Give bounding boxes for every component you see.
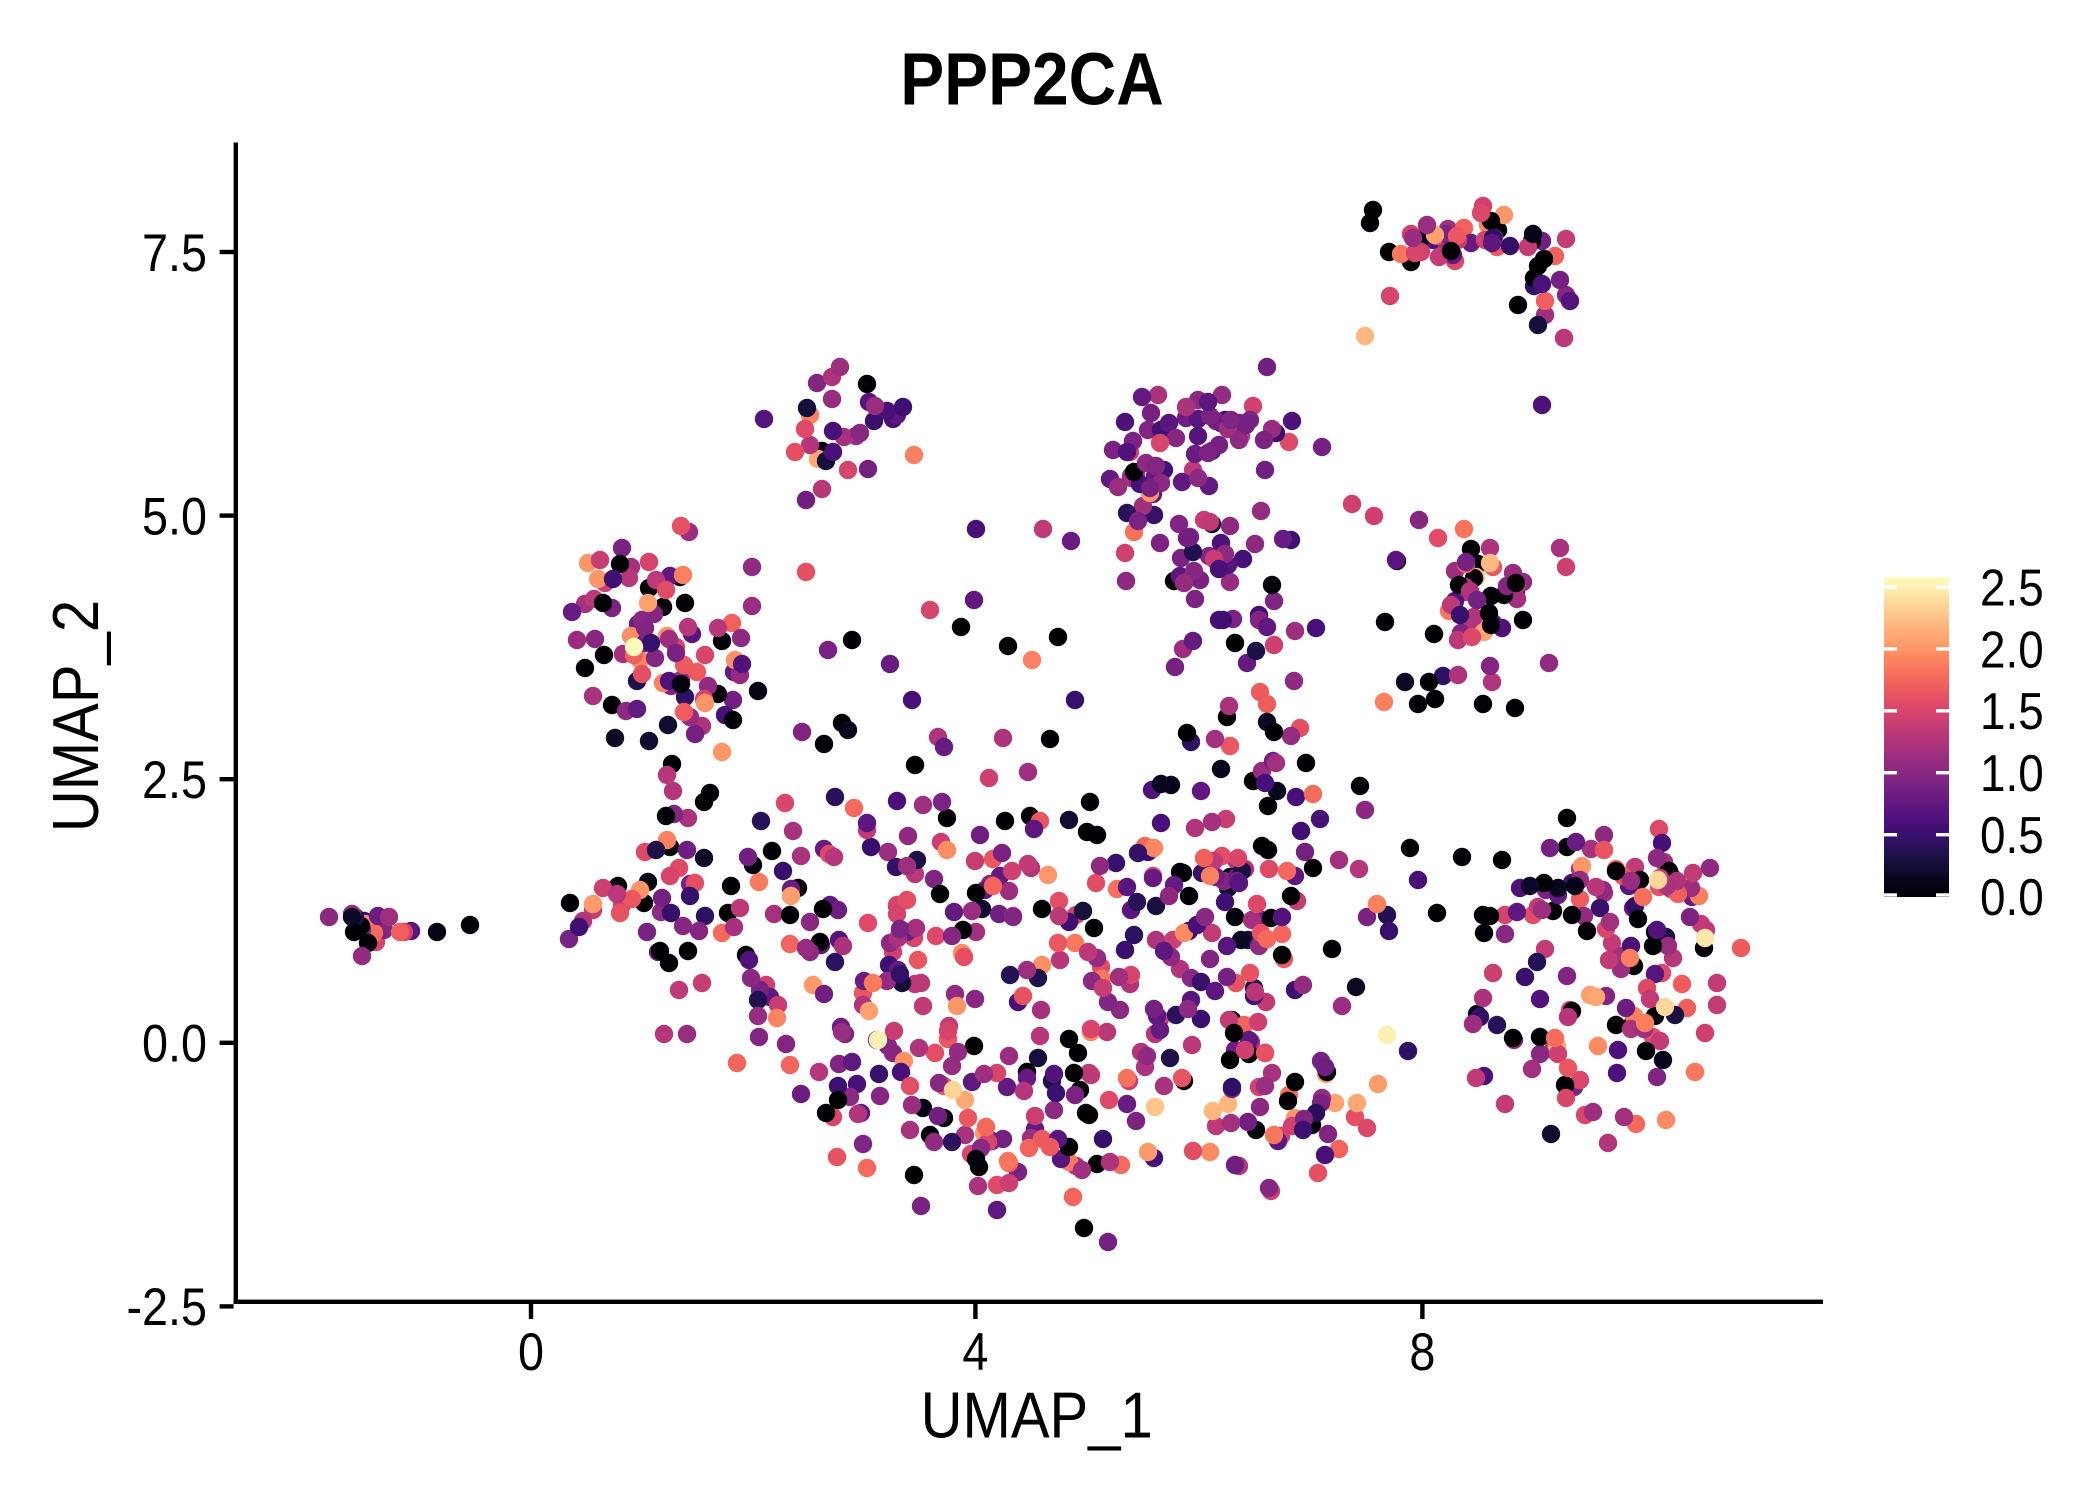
svg-text:1.5: 1.5 [1980,684,2044,741]
svg-text:0.0: 0.0 [1980,870,2044,927]
svg-text:8: 8 [1409,1322,1435,1381]
svg-text:1.0: 1.0 [1980,746,2044,803]
svg-text:0.0: 0.0 [142,1014,207,1073]
svg-text:2.5: 2.5 [1980,560,2044,617]
svg-text:4: 4 [962,1322,988,1381]
svg-text:5.0: 5.0 [142,487,207,546]
svg-text:PPP2CA: PPP2CA [900,38,1163,120]
svg-text:-2.5: -2.5 [126,1278,207,1337]
svg-text:UMAP_1: UMAP_1 [921,1379,1153,1452]
svg-text:0: 0 [518,1322,544,1381]
svg-text:0.5: 0.5 [1980,808,2044,865]
svg-text:2.5: 2.5 [142,750,207,809]
svg-text:2.0: 2.0 [1980,622,2044,679]
svg-text:7.5: 7.5 [142,223,207,282]
svg-text:UMAP_2: UMAP_2 [40,600,113,832]
